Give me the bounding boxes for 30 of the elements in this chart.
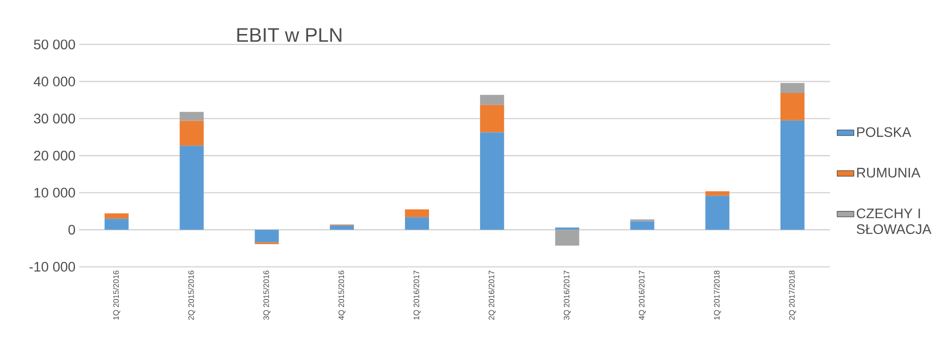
y-tick-label: -10 000 <box>29 262 76 272</box>
bar <box>480 105 504 132</box>
bar <box>480 95 504 106</box>
y-tick-label: 10 000 <box>34 188 76 198</box>
bar <box>780 93 804 121</box>
bar <box>104 218 129 230</box>
bar <box>404 210 430 218</box>
bar <box>180 146 204 230</box>
y-tick-label: 40 000 <box>34 76 76 87</box>
y-tick-label: 0 <box>68 225 76 235</box>
bar <box>630 221 654 230</box>
bar <box>404 217 430 230</box>
bar <box>705 191 730 196</box>
bar <box>180 112 204 121</box>
bar <box>254 230 279 243</box>
bar <box>555 230 580 246</box>
bar <box>180 120 204 146</box>
bar <box>330 225 354 230</box>
chart-title: EBIT w PLN <box>237 28 342 42</box>
bar <box>480 132 504 230</box>
bar <box>780 83 804 94</box>
bar <box>104 214 129 219</box>
legend-label: POLSKA <box>857 127 912 138</box>
y-tick-label: 50 000 <box>34 40 76 50</box>
legend-label: CZECHY I SŁOWACJA <box>856 208 932 234</box>
bar <box>705 196 730 230</box>
legend-label: RUMUNIA <box>857 168 920 178</box>
y-tick-label: 20 000 <box>34 150 76 161</box>
y-tick-label: 30 000 <box>34 114 76 124</box>
bar <box>780 120 804 230</box>
